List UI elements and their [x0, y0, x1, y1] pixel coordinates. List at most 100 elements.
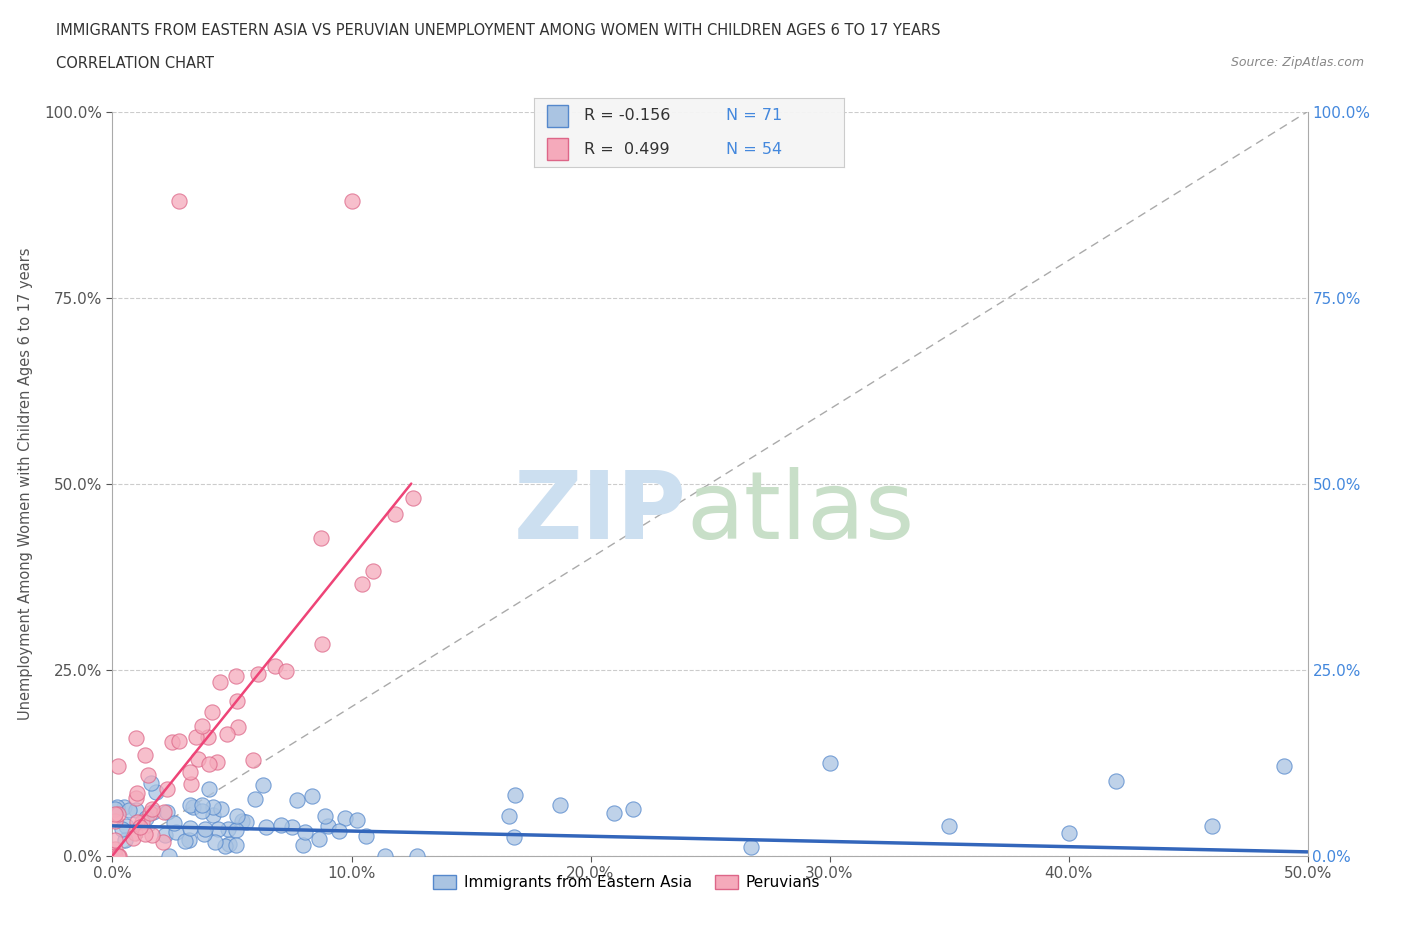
Point	[104, 814, 127, 829]
Point	[1272, 759, 1295, 774]
Point	[169, 193, 191, 208]
Point	[217, 822, 239, 837]
Point	[406, 848, 429, 863]
Point	[938, 818, 960, 833]
Point	[274, 664, 297, 679]
Point	[1105, 774, 1128, 789]
Point	[818, 755, 841, 770]
Point	[1057, 826, 1080, 841]
Point	[246, 667, 269, 682]
Point	[191, 719, 214, 734]
Point	[160, 734, 183, 749]
Point	[104, 802, 127, 817]
Point	[328, 823, 350, 838]
Text: N = 71: N = 71	[725, 108, 782, 124]
Point	[125, 803, 148, 817]
Text: CORRELATION CHART: CORRELATION CHART	[56, 56, 214, 71]
Point	[316, 818, 339, 833]
Point	[550, 797, 572, 812]
Point	[107, 806, 129, 821]
Point	[402, 491, 425, 506]
Point	[201, 705, 224, 720]
Point	[165, 824, 187, 839]
Point	[127, 815, 149, 830]
Point	[354, 829, 377, 844]
Point	[104, 832, 127, 847]
Point	[603, 805, 626, 820]
Point	[191, 798, 214, 813]
Point	[194, 822, 217, 837]
Point	[197, 729, 219, 744]
Point	[340, 193, 363, 208]
Point	[198, 756, 221, 771]
FancyBboxPatch shape	[547, 139, 568, 160]
Point	[155, 804, 177, 819]
Text: R =  0.499: R = 0.499	[583, 141, 669, 157]
Point	[254, 820, 277, 835]
Point	[125, 786, 148, 801]
Point	[167, 734, 190, 749]
FancyBboxPatch shape	[547, 105, 568, 126]
Point	[204, 835, 226, 850]
Point	[314, 808, 336, 823]
Point	[346, 813, 368, 828]
Point	[104, 807, 127, 822]
Point	[179, 820, 201, 835]
Point	[333, 810, 356, 825]
Point	[308, 831, 330, 846]
Point	[156, 781, 179, 796]
Point	[141, 827, 163, 842]
Point	[142, 804, 165, 819]
Point	[374, 848, 396, 863]
Point	[301, 789, 323, 804]
Point	[1201, 818, 1223, 833]
Point	[112, 800, 135, 815]
Point	[174, 834, 197, 849]
Point	[503, 788, 526, 803]
Point	[242, 752, 264, 767]
Point	[141, 802, 163, 817]
Text: IMMIGRANTS FROM EASTERN ASIA VS PERUVIAN UNEMPLOYMENT AMONG WOMEN WITH CHILDREN : IMMIGRANTS FROM EASTERN ASIA VS PERUVIAN…	[56, 23, 941, 38]
Point	[118, 802, 141, 817]
Point	[226, 694, 249, 709]
Point	[152, 834, 174, 849]
Point	[105, 800, 128, 815]
Point	[110, 821, 132, 836]
Point	[498, 809, 520, 824]
Point	[287, 792, 309, 807]
Point	[114, 818, 136, 833]
Point	[311, 636, 333, 651]
Point	[740, 840, 762, 855]
Point	[311, 531, 333, 546]
Point	[104, 842, 127, 857]
Point	[122, 830, 145, 845]
Point	[124, 826, 146, 841]
Point	[107, 759, 129, 774]
Point	[125, 790, 148, 805]
Point	[190, 804, 212, 818]
Text: N = 54: N = 54	[725, 141, 782, 157]
Point	[502, 830, 524, 844]
Y-axis label: Unemployment Among Women with Children Ages 6 to 17 years: Unemployment Among Women with Children A…	[18, 247, 32, 720]
Point	[187, 751, 209, 766]
Point	[225, 838, 247, 853]
Point	[226, 719, 249, 734]
Point	[231, 814, 253, 829]
Point	[225, 668, 247, 683]
Point	[208, 674, 231, 689]
Point	[217, 726, 239, 741]
Point	[134, 748, 156, 763]
Point	[125, 731, 148, 746]
Point	[135, 811, 157, 826]
Point	[193, 827, 215, 842]
Point	[235, 815, 257, 830]
Point	[225, 823, 247, 838]
Point	[136, 768, 159, 783]
Point	[108, 848, 131, 863]
Point	[198, 781, 221, 796]
Point	[131, 815, 153, 830]
Point	[225, 808, 247, 823]
Text: atlas: atlas	[686, 468, 914, 559]
Point	[243, 791, 266, 806]
Point	[134, 827, 156, 842]
